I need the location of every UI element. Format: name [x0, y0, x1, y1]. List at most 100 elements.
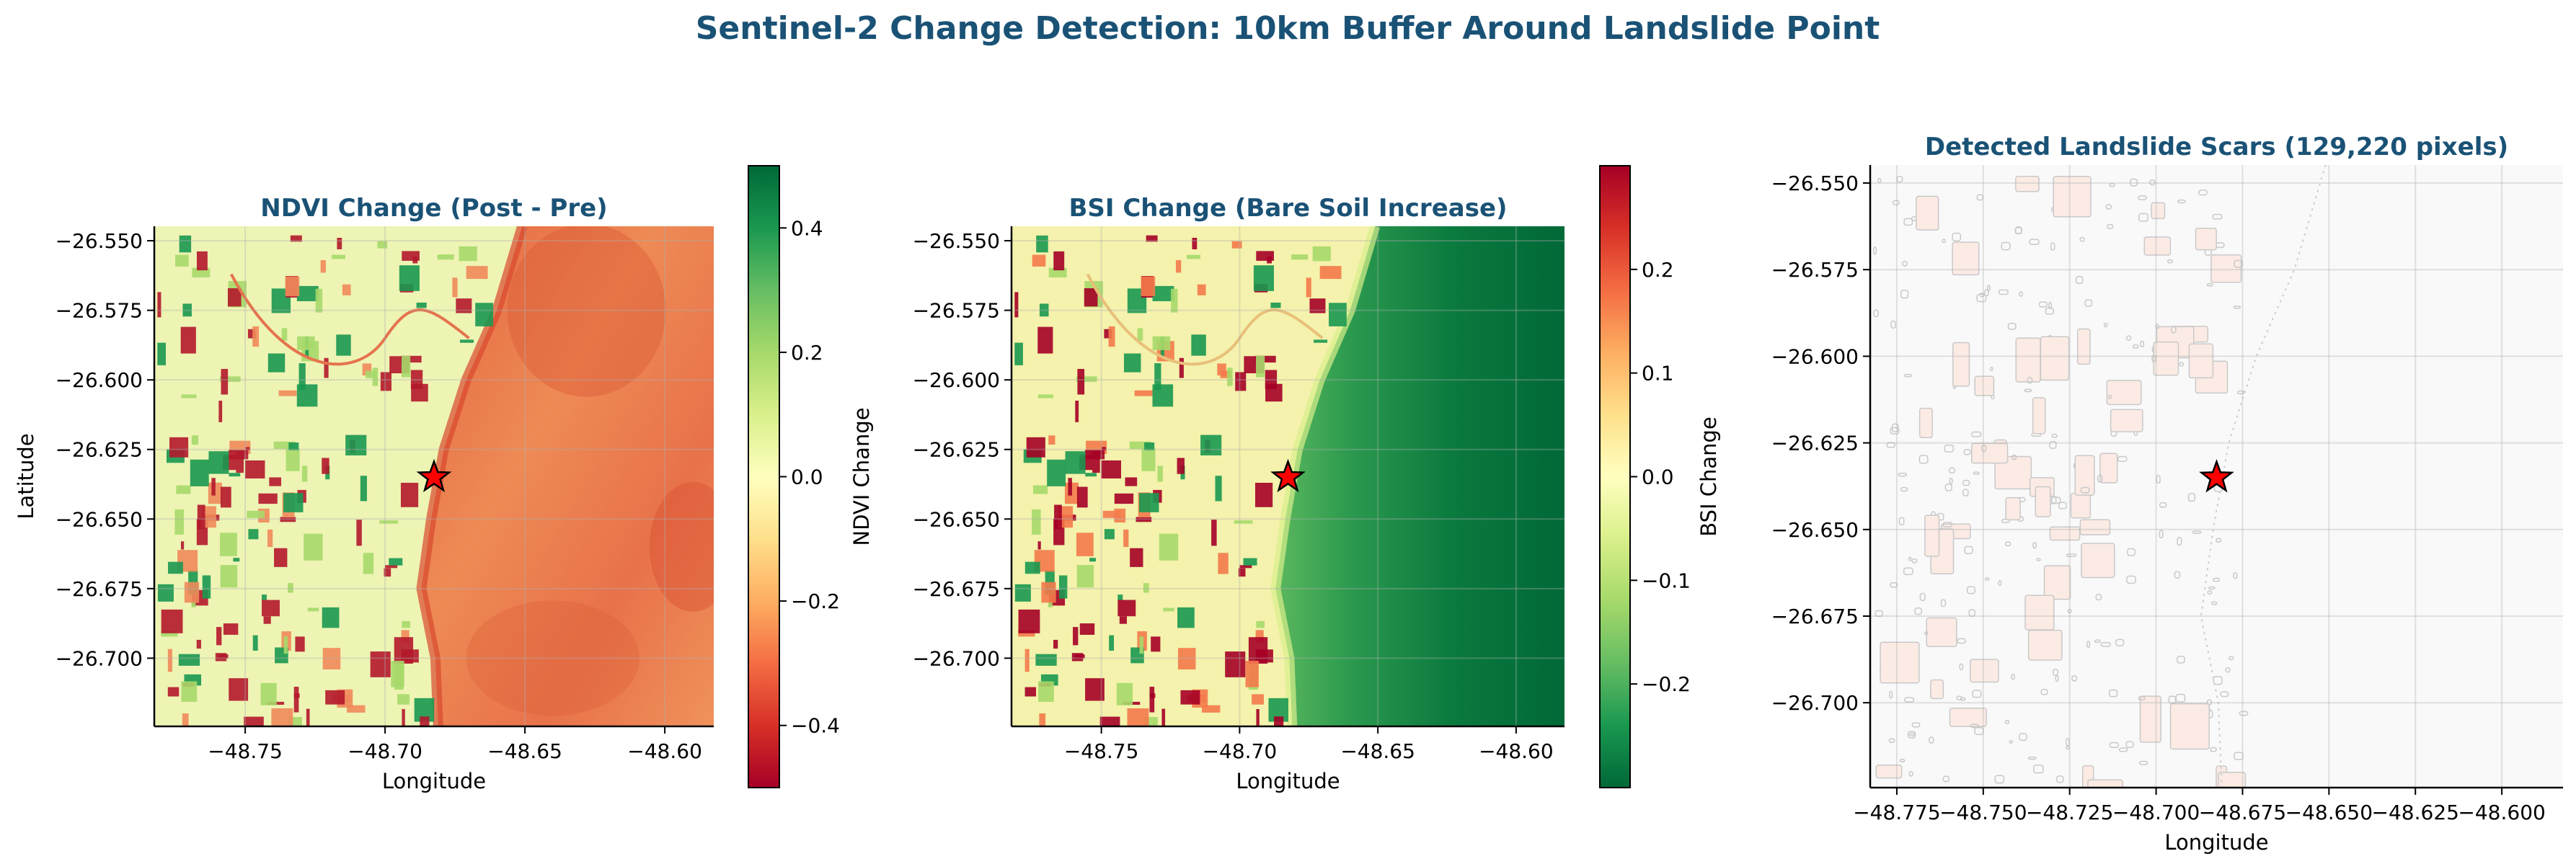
change-patch	[218, 401, 223, 422]
scar-outline	[1919, 592, 1926, 602]
scar-outline	[2228, 656, 2234, 661]
x-tick-label: −48.650	[2285, 801, 2373, 824]
scar-outline	[2015, 337, 2041, 383]
scar-outline	[2033, 765, 2044, 774]
change-patch	[1254, 482, 1273, 507]
change-patch	[1084, 288, 1098, 307]
change-patch	[402, 708, 405, 726]
scar-outline	[2212, 213, 2223, 220]
change-patch	[267, 353, 286, 373]
scar-outline	[1974, 727, 1984, 735]
scar-outline	[1911, 558, 1918, 564]
scar-outline	[1908, 556, 1912, 561]
y-tick-label: −26.625	[1771, 432, 1859, 455]
change-patch	[161, 630, 178, 637]
y-tick-label: −26.650	[1771, 518, 1859, 542]
scar-outline	[2207, 590, 2213, 595]
y-tick-label: −26.675	[1771, 605, 1859, 628]
change-patch	[397, 694, 410, 705]
change-patch	[257, 726, 267, 739]
scar-outline	[2024, 388, 2032, 393]
change-patch	[1104, 529, 1115, 540]
change-patch	[1255, 630, 1264, 643]
colorbar-tick-label: 0.0	[1642, 466, 1674, 489]
change-patch	[1119, 616, 1128, 624]
change-patch	[178, 654, 200, 666]
scar-outline	[2234, 259, 2243, 268]
change-patch	[324, 357, 329, 378]
change-patch	[1127, 708, 1149, 726]
scar-outline	[1949, 708, 1987, 727]
scar-outline	[1998, 289, 2009, 295]
change-patch	[1152, 285, 1174, 302]
change-patch	[437, 254, 454, 260]
x-tick-label: −48.75	[208, 739, 283, 763]
colorbar-tick-label: 0.2	[1642, 258, 1674, 282]
y-tick-label: −26.625	[56, 438, 143, 462]
change-patch	[1109, 635, 1115, 651]
scar-outline	[1949, 477, 1953, 485]
scar-outline	[1892, 200, 1900, 205]
landslide-point-star-icon	[416, 458, 452, 493]
change-patch	[1215, 476, 1222, 502]
x-tick-label: −48.725	[2026, 801, 2113, 824]
scar-outline	[1963, 449, 1971, 455]
change-patch	[1032, 254, 1046, 267]
y-tick-label: −26.600	[56, 368, 143, 392]
scar-outline	[1970, 659, 1999, 683]
change-patch	[1291, 254, 1309, 260]
change-patch	[459, 339, 474, 343]
y-tick-label: −26.700	[1771, 691, 1859, 715]
colorbar-tick-label: −0.2	[791, 589, 840, 613]
change-patch	[220, 486, 231, 508]
change-patch	[402, 251, 420, 261]
scar-outline	[2149, 179, 2156, 186]
change-patch	[1068, 478, 1072, 496]
change-patch	[1144, 442, 1155, 450]
change-patch	[1073, 627, 1079, 646]
change-patch	[252, 326, 260, 347]
change-patch	[229, 473, 241, 477]
change-patch	[1137, 328, 1143, 341]
scar-outline	[2225, 667, 2231, 673]
change-patch	[296, 285, 319, 302]
change-patch	[365, 370, 377, 378]
scar-outline	[1944, 444, 1955, 453]
change-patch	[1112, 726, 1123, 739]
scar-outline	[1956, 695, 1963, 700]
scar-outline	[1984, 289, 1989, 297]
scar-outline	[1952, 241, 1980, 276]
change-patch	[401, 355, 422, 363]
y-tick-label: −26.675	[913, 577, 1000, 601]
change-patch	[336, 334, 351, 356]
change-patch	[1256, 620, 1265, 628]
change-patch	[1032, 509, 1041, 535]
change-patch	[1136, 517, 1152, 522]
panel-3: −48.775−48.750−48.725−48.700−48.675−48.6…	[1771, 133, 2563, 855]
scar-outline	[2212, 577, 2221, 582]
scar-outline	[1971, 431, 1982, 437]
sea-blob	[507, 226, 666, 397]
raster-image	[154, 226, 714, 739]
scar-outline	[1985, 577, 1990, 581]
scar-outline	[2040, 688, 2048, 695]
scar-outline	[2168, 695, 2177, 704]
change-patch	[1329, 303, 1347, 326]
scar-outline	[2067, 608, 2072, 614]
change-patch	[1114, 493, 1134, 504]
scar-outline	[1911, 722, 1921, 728]
y-tick-label: −26.625	[913, 438, 1000, 462]
change-patch	[179, 235, 192, 253]
scar-outline	[2138, 213, 2148, 222]
change-patch	[273, 441, 296, 450]
change-patch	[229, 678, 249, 701]
change-patch	[337, 237, 342, 249]
colorbar-tick-label: 0.4	[791, 216, 823, 240]
scar-outline	[1998, 580, 2002, 587]
scar-outline	[1929, 736, 1934, 744]
change-patch	[181, 394, 197, 398]
change-patch	[1071, 653, 1084, 662]
change-patch	[1201, 705, 1221, 713]
change-patch	[1180, 690, 1200, 705]
change-patch	[420, 716, 430, 726]
